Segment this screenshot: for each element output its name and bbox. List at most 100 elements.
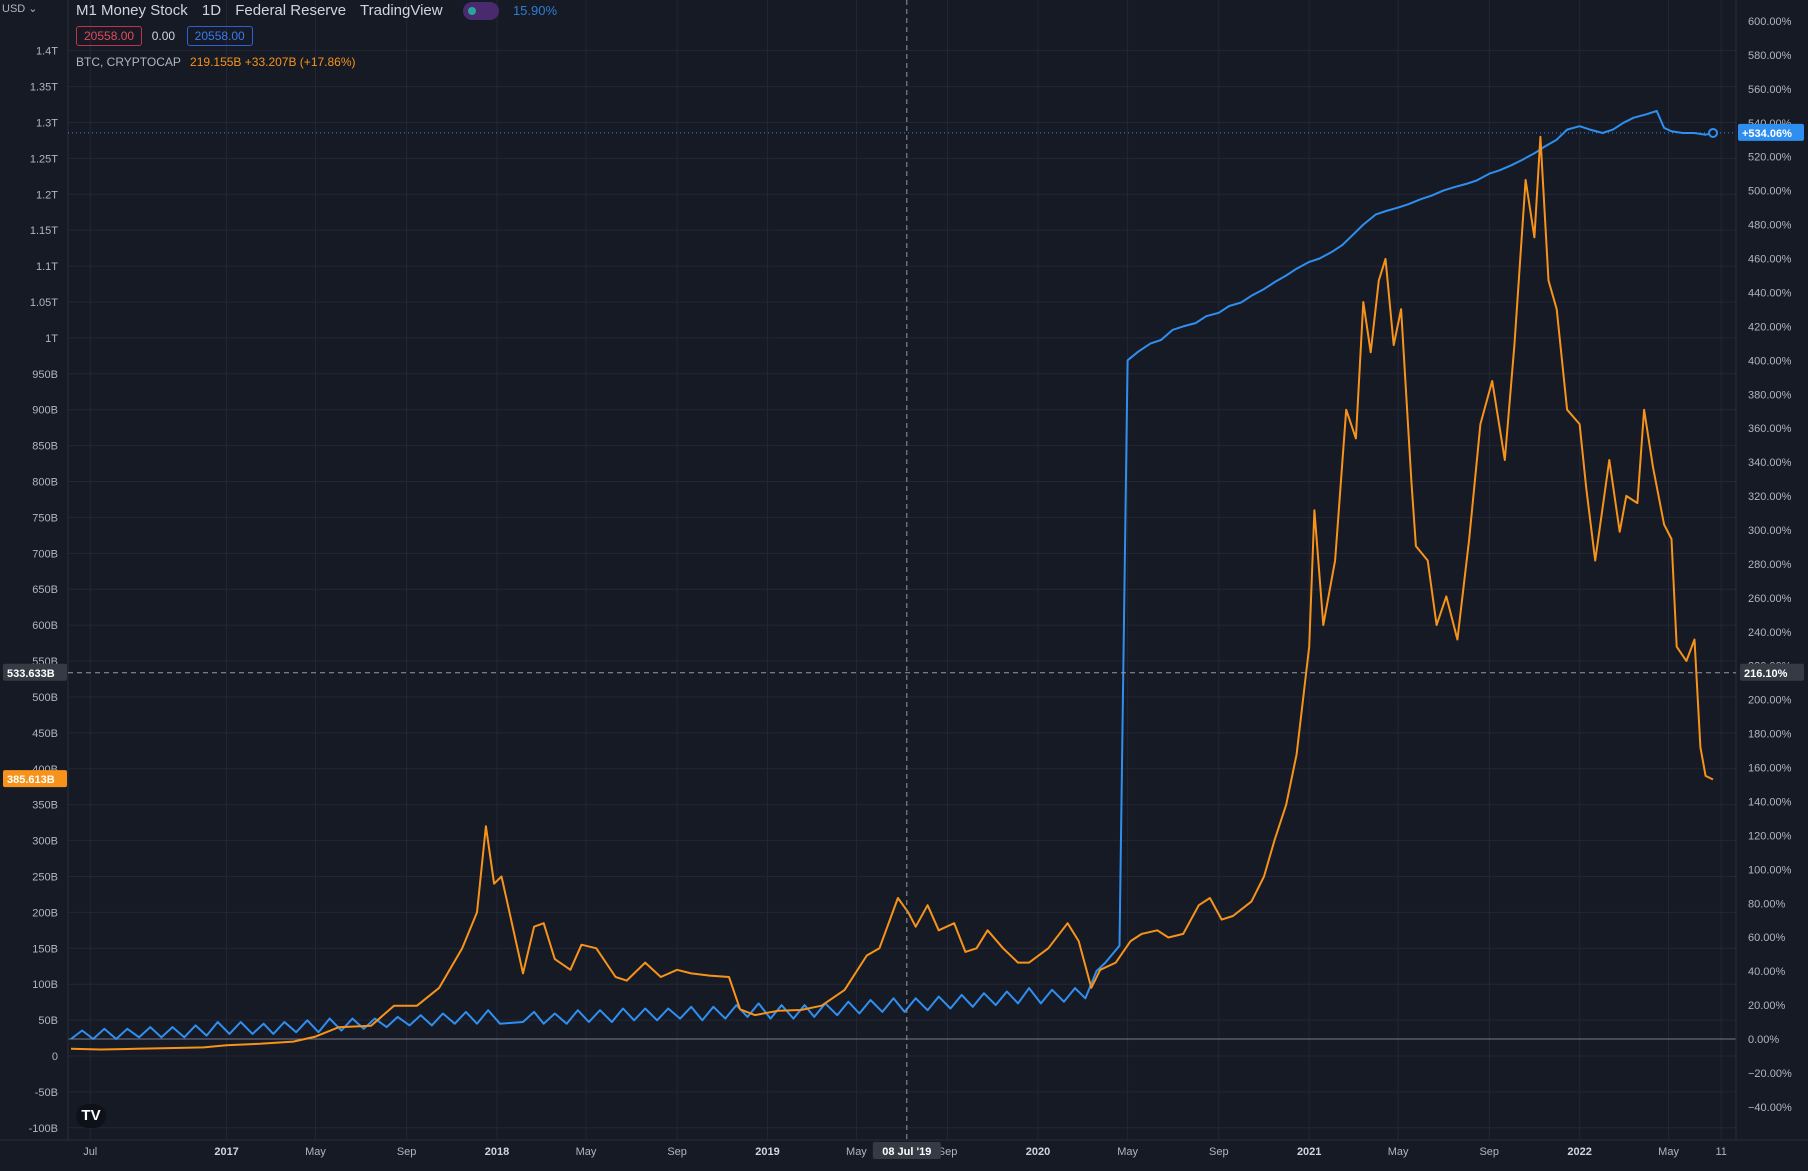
left-tick-label: 50B bbox=[38, 1015, 58, 1027]
currency-selector[interactable]: USD ⌄ bbox=[2, 3, 38, 15]
second-series-legend[interactable]: BTC, CRYPTOCAP 219.155B +33.207B (+17.86… bbox=[76, 55, 567, 69]
m1-last-point-marker bbox=[1708, 127, 1719, 138]
status-dot-icon bbox=[467, 7, 476, 16]
left-tick-label: 750B bbox=[32, 512, 58, 524]
title-symbol: M1 Money Stock bbox=[76, 2, 188, 19]
left-tick-label: 1.05T bbox=[30, 297, 58, 309]
right-tick-label: 20.00% bbox=[1748, 1000, 1786, 1012]
visibility-toggle[interactable] bbox=[462, 2, 499, 21]
time-tick-label: 2018 bbox=[485, 1146, 509, 1158]
value-boxes: 20558.00 0.00 20558.00 bbox=[76, 26, 567, 47]
left-tick-label: 100B bbox=[32, 979, 58, 991]
right-tick-label: 400.00% bbox=[1748, 355, 1792, 367]
time-tick-label: May bbox=[576, 1146, 597, 1158]
title-provider: TradingView bbox=[360, 2, 443, 19]
time-tick-label: May bbox=[305, 1146, 326, 1158]
main-series-percent: 15.90% bbox=[512, 3, 558, 18]
left-tick-label: 1.15T bbox=[30, 225, 58, 237]
main-series-title[interactable]: M1 Money Stock 1D Federal Reserve Tradin… bbox=[76, 2, 567, 21]
right-tick-label: 140.00% bbox=[1748, 796, 1792, 808]
left-price-axis[interactable]: 1.4T 1.35T 1.3T 1.25T 1.2T 1.15T 1.1T 1.05T 1T 95… bbox=[0, 0, 69, 1171]
time-tick-label: Sep bbox=[1479, 1146, 1499, 1158]
title-interval: 1D bbox=[201, 2, 222, 19]
left-tick-label: 650B bbox=[32, 584, 58, 596]
time-tick-label: Sep bbox=[938, 1146, 958, 1158]
time-tick-label: Sep bbox=[667, 1146, 687, 1158]
tradingview-logo-icon[interactable]: TV bbox=[76, 1104, 106, 1128]
right-tick-label: 520.00% bbox=[1748, 152, 1792, 164]
time-tick-label: Sep bbox=[1209, 1146, 1229, 1158]
left-tick-label: 500B bbox=[32, 692, 58, 704]
left-tick-label: 300B bbox=[32, 836, 58, 848]
btc-value-label: 385.613B bbox=[7, 774, 55, 786]
btc-value-label-bg bbox=[3, 770, 67, 788]
left-tick-label: 950B bbox=[32, 369, 58, 381]
time-axis[interactable]: Jul 2017 May Sep 2018 May Sep 2019 May Sep 2020 May… bbox=[0, 1139, 1808, 1158]
right-tick-label: 480.00% bbox=[1748, 220, 1792, 232]
left-tick-label: 700B bbox=[32, 548, 58, 560]
second-series-label: BTC, CRYPTOCAP bbox=[76, 55, 181, 70]
right-tick-label: 560.00% bbox=[1748, 84, 1792, 96]
left-tick-label: 1.2T bbox=[36, 189, 58, 201]
right-tick-label: 100.00% bbox=[1748, 864, 1792, 876]
time-tick-label: 2020 bbox=[1026, 1146, 1050, 1158]
left-tick-label: 350B bbox=[32, 800, 58, 812]
second-series-value: 219.155B +33.207B (+17.86%) bbox=[190, 55, 356, 70]
right-tick-label: 80.00% bbox=[1748, 898, 1786, 910]
right-tick-label: 280.00% bbox=[1748, 559, 1792, 571]
right-tick-label: 420.00% bbox=[1748, 321, 1792, 333]
right-tick-label: 160.00% bbox=[1748, 763, 1792, 775]
left-tick-label: 900B bbox=[32, 405, 58, 417]
crosshair-right-label-bg bbox=[1740, 663, 1804, 681]
crosshair-left-label-bg bbox=[3, 663, 67, 681]
time-tick-label: 2019 bbox=[755, 1146, 779, 1158]
btc-series-line bbox=[70, 135, 1714, 1051]
right-percent-axis[interactable]: 600.00%580.00%560.00%540.00%520.00%500.0… bbox=[1735, 0, 1808, 1171]
value-box-mid: 0.00 bbox=[151, 29, 176, 44]
value-box-right[interactable]: 20558.00 bbox=[186, 26, 253, 47]
time-tick-label: 2021 bbox=[1297, 1146, 1321, 1158]
left-tick-label: 150B bbox=[32, 943, 58, 955]
left-axis-panel bbox=[0, 0, 68, 1171]
right-tick-label: 320.00% bbox=[1748, 491, 1792, 503]
title-source: Federal Reserve bbox=[235, 2, 347, 19]
right-tick-label: −20.00% bbox=[1748, 1068, 1792, 1080]
right-tick-label: 440.00% bbox=[1748, 287, 1792, 299]
crosshair-date-label-bg bbox=[872, 1142, 941, 1159]
time-tick-label: Sep bbox=[397, 1146, 417, 1158]
right-tick-label: 40.00% bbox=[1748, 966, 1786, 978]
right-tick-label: 240.00% bbox=[1748, 627, 1792, 639]
crosshair-overlay: 533.633B 216.10% 08 Jul '19 +534.06% 385.613… bbox=[3, 0, 1804, 1159]
left-tick-label: 200B bbox=[32, 907, 58, 919]
left-tick-label: 0 bbox=[52, 1051, 58, 1063]
left-tick-label: -50B bbox=[35, 1087, 58, 1099]
right-tick-label: 260.00% bbox=[1748, 593, 1792, 605]
time-tick-label: 11 bbox=[1715, 1146, 1726, 1158]
value-box-left[interactable]: 20558.00 bbox=[76, 26, 143, 47]
plot-area bbox=[70, 109, 1714, 1051]
right-tick-label: 600.00% bbox=[1748, 16, 1792, 28]
right-tick-label: 340.00% bbox=[1748, 457, 1792, 469]
left-tick-label: 250B bbox=[32, 871, 58, 883]
right-tick-label: 120.00% bbox=[1748, 830, 1792, 842]
left-tick-label: 1.1T bbox=[36, 261, 58, 273]
time-tick-label: May bbox=[1658, 1146, 1679, 1158]
time-tick-label: May bbox=[846, 1146, 867, 1158]
time-tick-label: May bbox=[1388, 1146, 1409, 1158]
left-tick-label: 1.35T bbox=[30, 82, 58, 94]
right-tick-label: 200.00% bbox=[1748, 695, 1792, 707]
right-tick-label: 60.00% bbox=[1748, 932, 1786, 944]
m1-percent-label: +534.06% bbox=[1742, 128, 1792, 140]
m1-percent-label-bg bbox=[1738, 123, 1804, 141]
left-tick-label: 1.25T bbox=[30, 153, 58, 165]
left-tick-label: 800B bbox=[32, 477, 58, 489]
left-tick-label: 450B bbox=[32, 728, 58, 740]
right-tick-label: 180.00% bbox=[1748, 729, 1792, 741]
right-tick-label: 380.00% bbox=[1748, 389, 1792, 401]
time-tick-label: May bbox=[1117, 1146, 1138, 1158]
crosshair-date-label: 08 Jul '19 bbox=[882, 1146, 931, 1158]
right-tick-label: −40.00% bbox=[1748, 1102, 1792, 1114]
right-tick-label: 300.00% bbox=[1748, 525, 1792, 537]
left-tick-label: -100B bbox=[29, 1123, 58, 1135]
